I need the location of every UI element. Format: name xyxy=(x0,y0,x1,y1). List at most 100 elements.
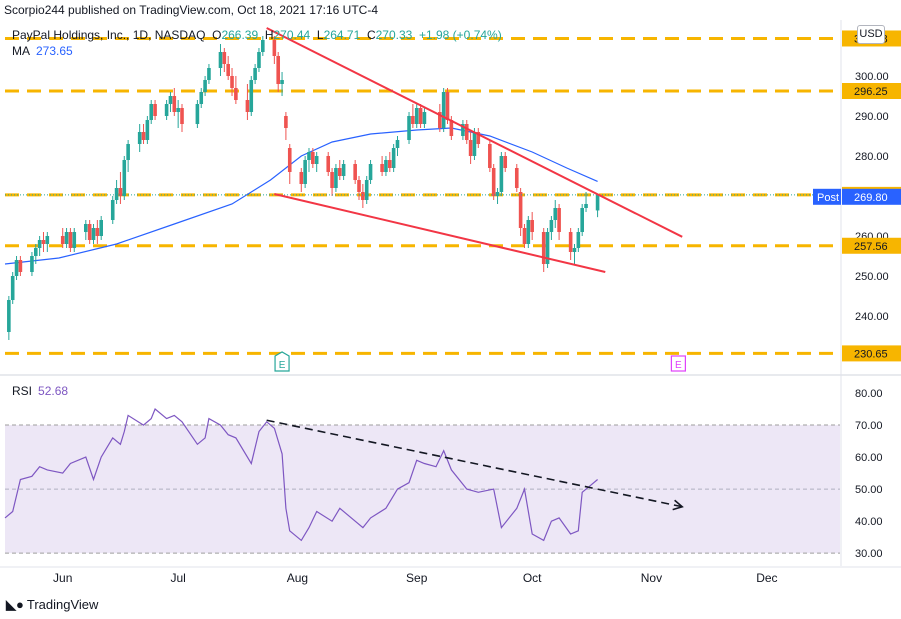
high-value: 270.44 xyxy=(273,28,311,42)
candle-body xyxy=(337,168,342,176)
candle-body xyxy=(249,80,254,112)
candle-body xyxy=(334,168,338,188)
earnings-marker-label: E xyxy=(279,360,286,371)
candle-body xyxy=(168,96,173,104)
candle-body xyxy=(387,160,392,168)
rsi-tick-label: 70.00 xyxy=(855,420,883,432)
level-tag-label: 296.25 xyxy=(854,86,888,98)
ma-legend[interactable]: MA 273.65 xyxy=(12,44,73,58)
candle-body xyxy=(172,96,177,112)
candle-body xyxy=(253,68,257,80)
candle-body xyxy=(530,220,534,232)
rsi-line xyxy=(4,408,598,542)
rsi-tick-label: 50.00 xyxy=(855,484,883,496)
rsi-tick-label: 40.00 xyxy=(855,516,883,528)
rsi-value: 52.68 xyxy=(38,384,69,398)
open-label: O xyxy=(212,28,222,42)
low-value: 264.71 xyxy=(323,28,361,42)
currency-button[interactable]: USD xyxy=(857,25,885,44)
candle-body xyxy=(572,248,577,252)
candle-body xyxy=(595,194,600,211)
candle-body xyxy=(380,164,384,172)
candle-body xyxy=(126,144,130,160)
candle-body xyxy=(284,116,288,128)
candle-body xyxy=(357,180,361,192)
candle-body xyxy=(207,68,211,80)
footer-brand: TradingView xyxy=(26,597,99,612)
post-tag xyxy=(813,188,841,205)
candle-body xyxy=(195,104,200,124)
candle-body xyxy=(199,92,204,104)
level-tag xyxy=(842,345,901,362)
candle-body xyxy=(234,88,238,100)
rsi-legend[interactable]: RSI 52.68 xyxy=(12,384,68,398)
open-value: 266.39 xyxy=(221,28,259,42)
candle-body xyxy=(353,164,357,180)
price-tick-label: 250.00 xyxy=(855,271,889,283)
ohlc-values: O266.39 H270.44 L264.71 C270.33 +1.98 (+… xyxy=(209,28,502,42)
level-tag xyxy=(842,83,901,99)
candle-body xyxy=(91,228,96,240)
candle-body xyxy=(257,52,261,68)
candle-body xyxy=(491,168,496,196)
candle-body xyxy=(464,124,469,140)
price-tick-label: 280.00 xyxy=(855,151,889,163)
candle-body xyxy=(361,192,365,200)
candle-body xyxy=(395,140,400,148)
candle-body xyxy=(110,200,115,220)
post-price-label: 269.80 xyxy=(854,192,888,204)
candle-body xyxy=(580,208,584,232)
ma-label: MA xyxy=(12,44,30,58)
high-label: H xyxy=(264,28,274,42)
candle-body xyxy=(45,236,50,244)
candle-body xyxy=(495,192,500,196)
candle-body xyxy=(176,108,180,112)
candle-body xyxy=(14,260,19,276)
candle-body xyxy=(476,132,481,144)
time-tick-label: Aug xyxy=(287,571,308,585)
candle-body xyxy=(553,208,558,220)
candle-body xyxy=(33,248,38,256)
candle-body xyxy=(545,232,550,264)
candle-body xyxy=(568,232,573,252)
candle-body xyxy=(7,300,11,332)
post-tag-text: Post xyxy=(817,192,839,204)
candle-body xyxy=(449,120,454,136)
candle-body xyxy=(64,232,69,244)
low-label: L xyxy=(316,28,324,42)
candle-body xyxy=(407,116,411,140)
candle-body xyxy=(364,180,369,200)
candle-body xyxy=(330,172,334,188)
time-tick-label: Sep xyxy=(406,571,428,585)
candle-body xyxy=(461,124,465,136)
candle-body xyxy=(180,108,184,124)
earnings-marker-icon xyxy=(274,351,290,372)
candle-body xyxy=(118,188,123,196)
tradingview-footer[interactable]: ◣● TradingView xyxy=(6,597,98,613)
candle-body xyxy=(226,64,230,76)
price-trendline xyxy=(274,193,606,273)
candle-body xyxy=(60,236,65,244)
symbol-legend: PayPal Holdings, Inc., 1D, NASDAQ O266.3… xyxy=(12,28,502,42)
ma-line xyxy=(4,127,598,265)
candle-body xyxy=(422,112,427,124)
rsi-tick-label: 60.00 xyxy=(855,452,883,464)
candle-body xyxy=(41,240,46,244)
candle-body xyxy=(153,104,157,116)
candle-body xyxy=(549,220,554,232)
publisher-line: Scorpio244 published on TradingView.com,… xyxy=(4,3,379,17)
candle-body xyxy=(418,108,423,124)
post-price-tag xyxy=(842,188,901,205)
candle-body xyxy=(503,156,508,168)
time-tick-label: Dec xyxy=(756,571,777,585)
candle-body xyxy=(307,152,311,160)
candle-body xyxy=(518,192,523,228)
level-tag xyxy=(842,237,901,254)
price-trendline xyxy=(266,27,683,238)
candle-body xyxy=(230,76,234,88)
candle-body xyxy=(514,168,519,188)
candle-body xyxy=(488,144,492,168)
candle-body xyxy=(84,224,88,232)
